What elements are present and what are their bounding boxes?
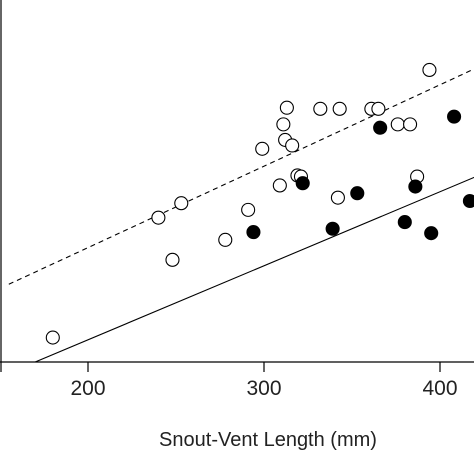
filled-data-point	[462, 193, 474, 209]
open-data-point	[45, 330, 60, 345]
open-data-point	[371, 101, 386, 116]
open-data-point	[279, 100, 294, 115]
filled-data-point	[350, 186, 365, 201]
filled-data-point	[246, 225, 261, 240]
filled-data-point	[325, 221, 340, 236]
x-tick-label: 200	[70, 377, 105, 400]
open-data-point	[174, 196, 189, 211]
filled-data-point	[397, 215, 412, 230]
open-data-point	[332, 101, 347, 116]
open-data-point	[151, 210, 166, 225]
filled-data-point	[295, 176, 310, 191]
data-points	[45, 62, 474, 345]
regression-lines	[8, 68, 474, 362]
open-data-point	[403, 117, 418, 132]
open-data-point	[272, 178, 287, 193]
open-data-point	[255, 141, 270, 156]
open-data-point	[285, 138, 300, 153]
filled-data-point	[373, 120, 388, 135]
x-axis	[0, 0, 474, 363]
filled-data-point	[424, 226, 439, 241]
open-data-point	[241, 202, 256, 217]
x-axis-ticks: 200 300 400	[0, 362, 458, 400]
dashed-fit-line	[8, 68, 474, 285]
open-data-point	[422, 62, 437, 78]
open-data-point	[313, 101, 328, 116]
open-data-point	[330, 190, 345, 205]
filled-data-point	[447, 109, 462, 124]
x-tick-label: 300	[246, 377, 281, 400]
open-data-point	[165, 252, 180, 267]
filled-data-point	[408, 179, 423, 194]
solid-fit-line	[33, 176, 474, 362]
open-data-point	[276, 117, 291, 132]
open-data-point	[218, 232, 233, 247]
x-tick-label: 400	[422, 377, 457, 400]
open-data-point	[390, 117, 405, 132]
x-axis-title: Snout-Vent Length (mm)	[159, 429, 377, 451]
